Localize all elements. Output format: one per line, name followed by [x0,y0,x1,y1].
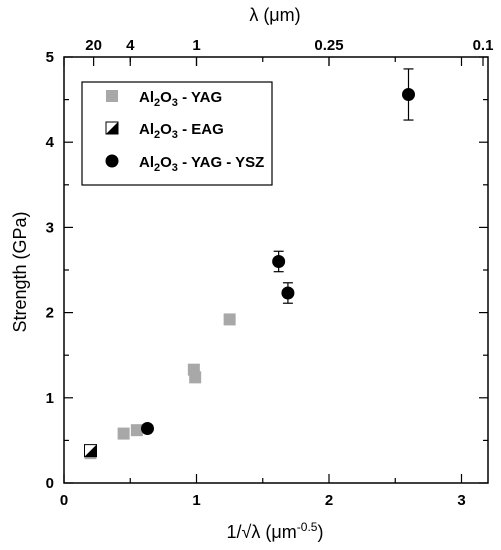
y-tick-label: 5 [46,49,54,66]
y-tick-label: 0 [46,475,54,492]
top-tick-label: 0.25 [314,37,343,54]
legend-label-al2o3-eag: Al2O3 - EAG [139,121,224,141]
data-point-al2o3-yag [130,424,143,437]
y-tick-label: 2 [46,305,54,322]
data-point-al2o3-eag [84,444,97,458]
x-axis-title: 1/√λ (μm-0.5) [227,520,324,542]
x-tick-label: 1 [192,492,200,509]
top-tick-label: 1 [192,37,200,54]
data-point-al2o3-yag [117,427,130,440]
legend-marker-al2o3-yag [106,90,118,102]
top-tick-label: 20 [85,37,102,54]
data-point-al2o3-yag-ysz [272,254,286,268]
top-axis-title: λ (μm) [249,5,300,25]
top-tick-label: 4 [126,37,135,54]
y-tick-label: 4 [46,134,55,151]
legend-label-al2o3-yag: Al2O3 - YAG [139,89,222,109]
data-point-al2o3-yag-ysz [140,421,154,435]
data-point-al2o3-eag-fill [84,444,97,457]
data-point-al2o3-yag [189,371,202,384]
x-tick-label: 3 [457,492,465,509]
data-point-al2o3-yag-ysz [281,286,295,300]
top-tick-label: 0.1 [473,37,494,54]
y-axis-title: Strength (GPa) [10,211,30,332]
data-point-al2o3-yag-ysz [402,87,415,101]
marks-group [84,68,415,460]
x-tick-label: 2 [325,492,333,509]
y-tick-label: 1 [46,390,54,407]
legend-label-al2o3-yag-ysz: Al2O3 - YAG - YSZ [139,154,264,174]
ticks-group: 0 1 2 3 0 1 2 3 4 5 20 4 1 0.25 0.1 [46,37,494,509]
legend-marker-al2o3-yag-ysz [105,154,119,168]
legend-marker-al2o3-eag [105,121,119,135]
legend: Al2O3 - YAG Al2O3 - EAG Al2O3 - YAG - YS… [81,81,273,186]
x-tick-label: 0 [60,492,68,509]
y-tick-label: 3 [46,219,54,236]
data-point-al2o3-yag [223,313,236,326]
